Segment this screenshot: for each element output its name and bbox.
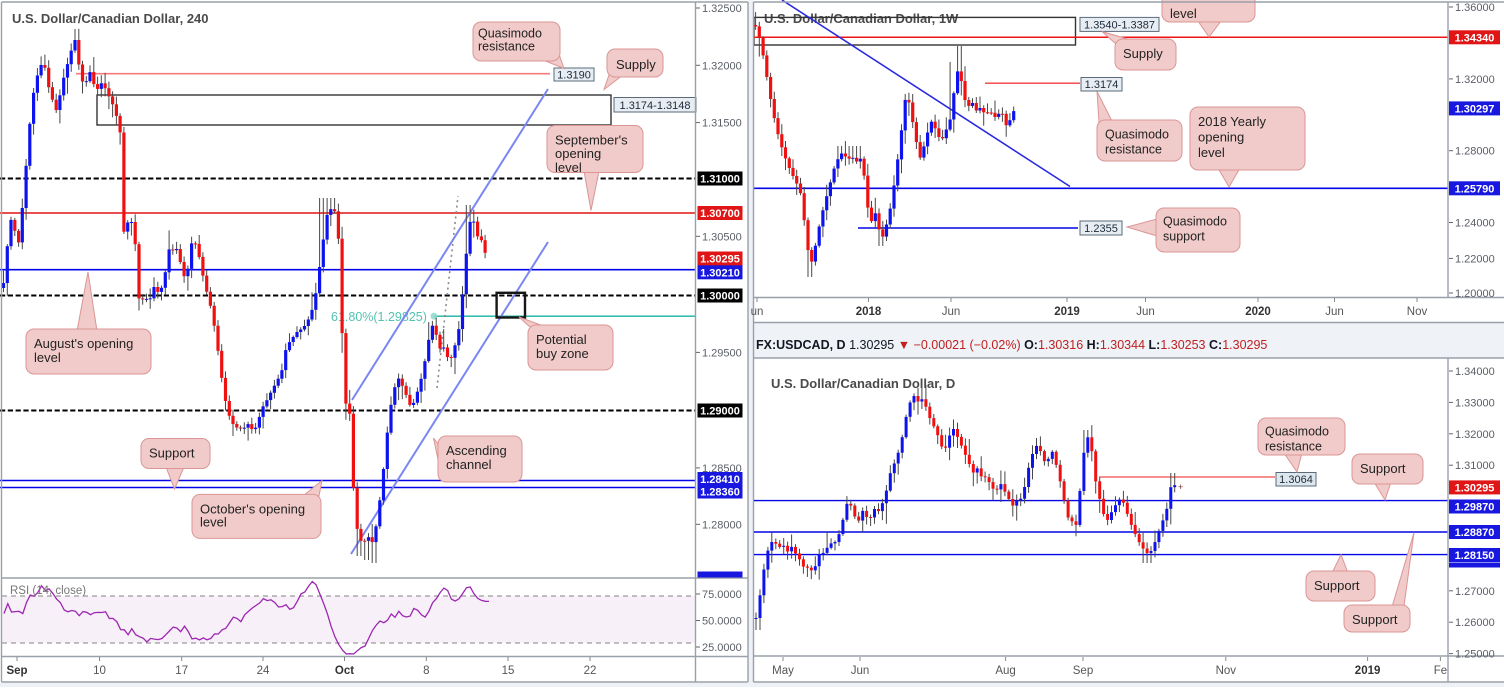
svg-text:Jun: Jun xyxy=(1325,306,1344,318)
svg-text:1.32000: 1.32000 xyxy=(1455,429,1495,441)
svg-text:1.3540-1.3387: 1.3540-1.3387 xyxy=(1084,19,1155,31)
svg-text:Jun: Jun xyxy=(1136,306,1155,318)
svg-text:buy zone: buy zone xyxy=(536,346,589,361)
svg-text:U.S. Dollar/Canadian Dollar, 1: U.S. Dollar/Canadian Dollar, 1W xyxy=(764,11,959,26)
svg-text:1.22000: 1.22000 xyxy=(1455,253,1495,265)
svg-text:1.24000: 1.24000 xyxy=(1455,218,1495,230)
svg-text:1.30210: 1.30210 xyxy=(700,267,740,279)
svg-text:Quasimodo: Quasimodo xyxy=(1265,425,1329,439)
svg-text:opening: opening xyxy=(1198,130,1244,145)
svg-text:channel: channel xyxy=(446,457,492,472)
svg-text:Potential: Potential xyxy=(536,332,587,347)
svg-text:August's opening: August's opening xyxy=(34,336,133,351)
svg-text:Sep: Sep xyxy=(6,665,27,677)
svg-text:resistance: resistance xyxy=(1105,143,1162,157)
svg-text:1.25790: 1.25790 xyxy=(1455,183,1495,195)
svg-text:2018 Yearly: 2018 Yearly xyxy=(1198,114,1266,129)
svg-text:1.28360: 1.28360 xyxy=(700,487,740,499)
svg-text:Oct: Oct xyxy=(335,665,354,677)
svg-text:Nov: Nov xyxy=(1216,665,1237,677)
svg-text:24: 24 xyxy=(257,665,270,677)
svg-text:1.28150: 1.28150 xyxy=(1455,550,1495,562)
svg-text:1.32500: 1.32500 xyxy=(702,3,742,15)
svg-text:1.29000: 1.29000 xyxy=(700,406,740,418)
svg-text:2018: 2018 xyxy=(856,306,882,318)
svg-text:1.36000: 1.36000 xyxy=(1455,2,1495,14)
svg-text:2019: 2019 xyxy=(1355,665,1381,677)
svg-text:1.32000: 1.32000 xyxy=(1455,74,1495,86)
svg-text:1.29870: 1.29870 xyxy=(1455,502,1495,514)
svg-text:1.2355: 1.2355 xyxy=(1084,223,1118,235)
svg-text:8: 8 xyxy=(423,665,429,677)
svg-text:Support: Support xyxy=(149,446,195,461)
svg-text:1.28000: 1.28000 xyxy=(702,519,742,531)
svg-text:50.0000: 50.0000 xyxy=(702,616,742,628)
svg-text:Support: Support xyxy=(1352,612,1398,627)
svg-text:RSI (14, close): RSI (14, close) xyxy=(10,585,86,597)
svg-text:1.28870: 1.28870 xyxy=(1455,527,1495,539)
svg-text:10: 10 xyxy=(93,665,106,677)
svg-text:75.0000: 75.0000 xyxy=(702,589,742,601)
svg-text:Quasimodo: Quasimodo xyxy=(1105,128,1169,142)
svg-text:1.30297: 1.30297 xyxy=(1455,103,1495,115)
svg-text:level: level xyxy=(200,514,227,529)
svg-text:1.34000: 1.34000 xyxy=(1455,366,1495,378)
svg-text:1.26000: 1.26000 xyxy=(1455,617,1495,629)
svg-text:1.34340: 1.34340 xyxy=(1455,32,1495,44)
svg-text:level: level xyxy=(34,350,61,365)
svg-text:15: 15 xyxy=(502,665,515,677)
svg-text:un: un xyxy=(751,306,764,318)
svg-text:1.30000: 1.30000 xyxy=(700,291,740,303)
svg-text:1.3064: 1.3064 xyxy=(1279,474,1313,486)
svg-text:2019: 2019 xyxy=(1054,306,1080,318)
svg-text:support: support xyxy=(1163,230,1205,244)
svg-text:1.30295: 1.30295 xyxy=(1455,482,1495,494)
svg-text:Jun: Jun xyxy=(851,665,870,677)
svg-text:Sep: Sep xyxy=(1073,665,1093,677)
svg-text:Quasimodo: Quasimodo xyxy=(478,27,542,41)
svg-text:Supply: Supply xyxy=(1123,46,1163,61)
svg-text:Fe: Fe xyxy=(1434,665,1447,677)
svg-text:1.31000: 1.31000 xyxy=(700,174,740,186)
svg-text:Support: Support xyxy=(1360,461,1406,476)
svg-text:1.20000: 1.20000 xyxy=(1455,288,1495,300)
svg-text:1.31500: 1.31500 xyxy=(702,118,742,130)
svg-text:25.0000: 25.0000 xyxy=(702,642,742,654)
svg-text:Support: Support xyxy=(1314,578,1360,593)
svg-text:U.S. Dollar/Canadian Dollar, 2: U.S. Dollar/Canadian Dollar, 240 xyxy=(12,11,209,26)
svg-text:Jun: Jun xyxy=(942,306,961,318)
svg-text:1.29500: 1.29500 xyxy=(702,347,742,359)
svg-text:FX:USDCAD, D 1.30295 ▼ −0.000: FX:USDCAD, D 1.30295 ▼ −0.00021 (−0.02%)… xyxy=(756,338,1267,352)
svg-text:1.30295: 1.30295 xyxy=(700,254,740,266)
svg-text:level: level xyxy=(1198,145,1225,160)
svg-text:1.28000: 1.28000 xyxy=(1455,146,1495,158)
svg-text:1.3174-1.3148: 1.3174-1.3148 xyxy=(620,100,691,112)
svg-text:+: + xyxy=(1178,482,1183,492)
svg-text:1.33000: 1.33000 xyxy=(1455,397,1495,409)
svg-text:1.30500: 1.30500 xyxy=(702,231,742,243)
svg-text:17: 17 xyxy=(175,665,188,677)
svg-text:1.30700: 1.30700 xyxy=(700,208,740,220)
svg-text:1.3174: 1.3174 xyxy=(1085,79,1119,91)
svg-text:1.25000: 1.25000 xyxy=(1455,649,1495,661)
svg-text:2020: 2020 xyxy=(1245,306,1271,318)
svg-text:1.32000: 1.32000 xyxy=(702,60,742,72)
svg-text:1.3190: 1.3190 xyxy=(557,69,591,81)
svg-text:1.28410: 1.28410 xyxy=(700,474,740,486)
svg-text:1.31000: 1.31000 xyxy=(1455,460,1495,472)
svg-text:22: 22 xyxy=(584,665,597,677)
svg-text:Supply: Supply xyxy=(616,57,656,72)
svg-text:Ascending: Ascending xyxy=(446,443,507,458)
svg-text:61.80%(1.29825): 61.80%(1.29825) xyxy=(331,310,427,324)
svg-text:level: level xyxy=(555,160,582,175)
svg-text:1.27000: 1.27000 xyxy=(1455,586,1495,598)
svg-text:Aug: Aug xyxy=(995,665,1015,677)
svg-text:Quasimodo: Quasimodo xyxy=(1163,215,1227,229)
svg-text:resistance: resistance xyxy=(1265,440,1322,454)
svg-text:level: level xyxy=(1170,6,1197,21)
svg-text:U.S. Dollar/Canadian Dollar, D: U.S. Dollar/Canadian Dollar, D xyxy=(771,376,955,391)
svg-text:May: May xyxy=(772,665,794,677)
svg-text:resistance: resistance xyxy=(478,40,535,54)
svg-text:Nov: Nov xyxy=(1407,306,1428,318)
